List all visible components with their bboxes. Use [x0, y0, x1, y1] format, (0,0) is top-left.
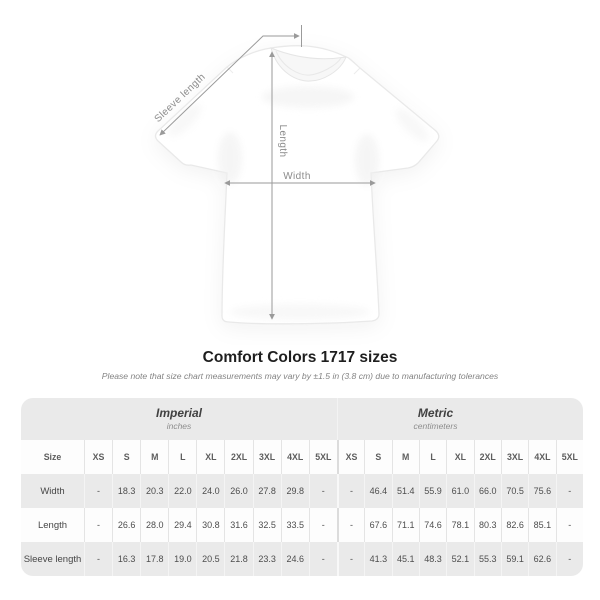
cell: 70.5: [500, 474, 528, 508]
cell: 71.1: [391, 508, 419, 542]
cell: 27.8: [252, 474, 281, 508]
cell: -: [555, 508, 583, 542]
cell: -: [555, 474, 583, 508]
cell: -: [336, 474, 364, 508]
page-title: Comfort Colors 1717 sizes: [202, 349, 398, 366]
cell: 21.8: [224, 542, 252, 576]
imperial-label: Imperial: [155, 406, 203, 421]
size-col-header: L: [168, 440, 196, 474]
cell: 23.3: [252, 542, 281, 576]
size-col-header: XL: [196, 440, 224, 474]
cell: 46.4: [364, 474, 391, 508]
cell: 62.6: [528, 542, 555, 576]
cell: 48.3: [418, 542, 446, 576]
cell: 80.3: [473, 508, 501, 542]
size-table: Imperial inches Metric centimeters Size …: [21, 398, 583, 576]
size-col-header: 2XL: [473, 440, 501, 474]
cell: 24.6: [280, 542, 309, 576]
cell: 59.1: [500, 542, 528, 576]
cell: 74.6: [418, 508, 446, 542]
tolerance-note: Please note that size chart measurements…: [101, 371, 499, 381]
imperial-group-header: Imperial inches: [21, 398, 337, 440]
size-col-header: XS: [336, 440, 364, 474]
cell: -: [84, 542, 112, 576]
imperial-sublabel: inches: [166, 421, 192, 432]
cell: 31.6: [224, 508, 252, 542]
cell: -: [308, 474, 337, 508]
cell: 45.1: [391, 542, 419, 576]
cell: 61.0: [446, 474, 473, 508]
row-label: Width: [40, 485, 65, 497]
size-col-header: 2XL: [224, 440, 252, 474]
cell: 51.4: [391, 474, 419, 508]
cell: 33.5: [280, 508, 309, 542]
size-col-header: 4XL: [280, 440, 309, 474]
size-col-header: 3XL: [500, 440, 528, 474]
cell: 24.0: [196, 474, 224, 508]
cell: 18.3: [112, 474, 140, 508]
cell: -: [555, 542, 583, 576]
cell: 78.1: [446, 508, 473, 542]
size-col-header: 5XL: [555, 440, 583, 474]
size-col-header: 5XL: [308, 440, 337, 474]
cell: 22.0: [168, 474, 196, 508]
cell: 16.3: [112, 542, 140, 576]
cell: 29.4: [168, 508, 196, 542]
cell: 41.3: [364, 542, 391, 576]
cell: 26.6: [112, 508, 140, 542]
cell: 75.6: [528, 474, 555, 508]
size-col-header: L: [418, 440, 446, 474]
size-col-header: 3XL: [252, 440, 281, 474]
cell: 32.5: [252, 508, 281, 542]
table-row-sleeve-length: Sleeve length - 16.3 17.8 19.0 20.5 21.8…: [21, 542, 583, 576]
cell: -: [308, 508, 337, 542]
metric-group-header: Metric centimeters: [337, 398, 583, 440]
width-label: Width: [283, 171, 311, 182]
length-label: Length: [277, 125, 288, 158]
cell: -: [84, 508, 112, 542]
size-col-header: M: [140, 440, 168, 474]
cell: 28.0: [140, 508, 168, 542]
cell: 55.9: [418, 474, 446, 508]
size-col-header: XL: [446, 440, 473, 474]
cell: 17.8: [140, 542, 168, 576]
cell: 19.0: [168, 542, 196, 576]
metric-label: Metric: [417, 406, 454, 421]
unit-group-header-row: Imperial inches Metric centimeters: [21, 398, 583, 440]
size-col-header: S: [112, 440, 140, 474]
cell: -: [336, 542, 364, 576]
size-col-header: S: [364, 440, 391, 474]
cell: 67.6: [364, 508, 391, 542]
cell: 66.0: [473, 474, 501, 508]
cell: 29.8: [280, 474, 309, 508]
cell: 20.3: [140, 474, 168, 508]
row-label: Sleeve length: [23, 553, 82, 565]
tshirt-diagram: Sleeve length Length Width: [153, 25, 440, 325]
cell: 52.1: [446, 542, 473, 576]
table-row-length: Length - 26.6 28.0 29.4 30.8 31.6 32.5 3…: [21, 508, 583, 542]
size-col-header: 4XL: [528, 440, 555, 474]
table-row-width: Width - 18.3 20.3 22.0 24.0 26.0 27.8 29…: [21, 474, 583, 508]
cell: 30.8: [196, 508, 224, 542]
size-header-cell: Size: [43, 452, 62, 462]
size-header-row: Size XS S M L XL 2XL 3XL 4XL 5XL XS S M …: [21, 440, 583, 474]
cell: 82.6: [500, 508, 528, 542]
cell: -: [84, 474, 112, 508]
cell: 20.5: [196, 542, 224, 576]
metric-sublabel: centimeters: [413, 421, 458, 432]
size-col-header: M: [391, 440, 419, 474]
sleeve-length-line: [159, 33, 300, 136]
cell: 26.0: [224, 474, 252, 508]
cell: -: [308, 542, 337, 576]
row-label: Length: [37, 519, 68, 531]
cell: -: [336, 508, 364, 542]
cell: 55.3: [473, 542, 501, 576]
size-col-header: XS: [84, 440, 112, 474]
cell: 85.1: [528, 508, 555, 542]
